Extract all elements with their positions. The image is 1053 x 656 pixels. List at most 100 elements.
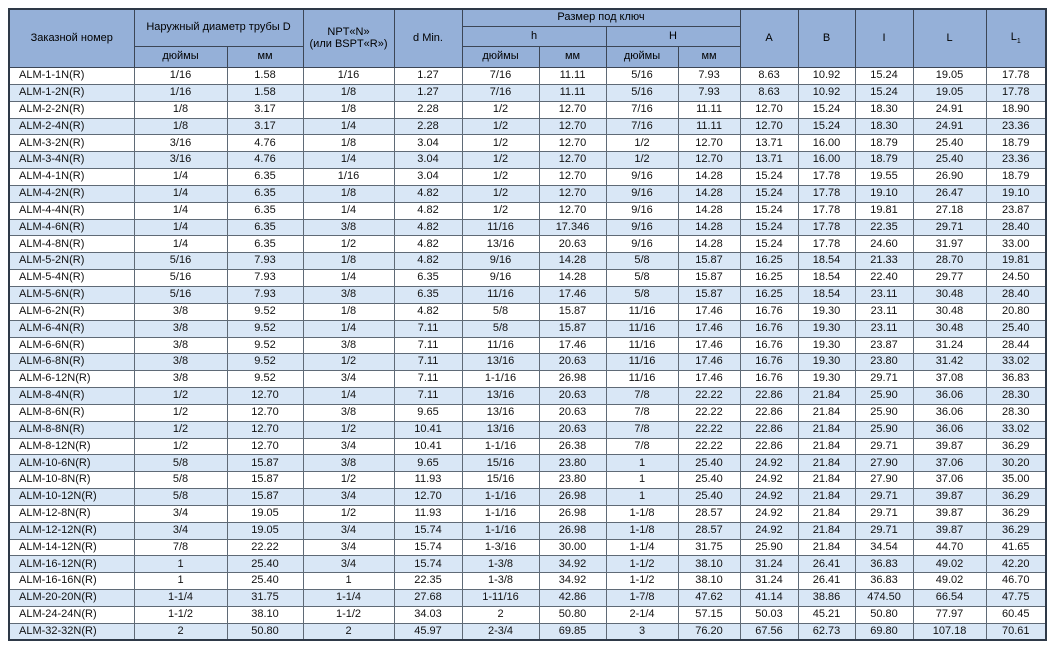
cell-i: 19.10: [854, 184, 914, 203]
cell-b: 21.84: [797, 521, 856, 540]
table-header: Заказной номер Наружный диаметр трубы D …: [8, 8, 1047, 68]
cell-l1: 46.70: [985, 572, 1047, 591]
cell-h-inches: 1-1/16: [461, 370, 540, 389]
cell-h-mm: 15.87: [538, 319, 607, 338]
cell-od-mm: 25.40: [226, 572, 304, 591]
cell-npt: 1/2: [302, 235, 395, 254]
cell-cap-h-inches: 1-1/2: [605, 572, 679, 591]
cell-cap-h-inches: 9/16: [605, 218, 679, 237]
cell-b: 10.92: [797, 67, 856, 85]
cell-order-number: ALM-20-20N(R): [8, 589, 135, 607]
cell-h-inches: 11/16: [461, 336, 540, 355]
cell-od-mm: 4.76: [226, 151, 304, 170]
cell-h-inches: 13/16: [461, 403, 540, 422]
cell-i: 18.79: [854, 134, 914, 153]
cell-a: 15.24: [739, 184, 799, 203]
cell-l1: 28.44: [985, 336, 1047, 355]
cell-l1: 17.78: [985, 67, 1047, 85]
cell-a: 24.92: [739, 488, 799, 506]
cell-h-inches: 5/8: [461, 319, 540, 338]
cell-b: 21.84: [797, 488, 856, 506]
table-row: ALM-8-12N(R) 1/2 12.70 3/4 10.41 1-1/16 26.38 7…: [8, 437, 1047, 456]
cell-cap-h-inches: 7/8: [605, 420, 679, 439]
cell-l1: 23.36: [985, 117, 1047, 136]
cell-od-mm: 9.52: [226, 319, 304, 338]
cell-l: 49.02: [912, 572, 987, 591]
cell-od-mm: 1.58: [226, 67, 304, 85]
header-d-min: d Min.: [393, 8, 463, 68]
cell-d-min: 7.11: [393, 387, 463, 405]
cell-l: 39.87: [912, 521, 987, 540]
cell-od-mm: 25.40: [226, 555, 304, 574]
table-body: ALM-1-1N(R) 1/16 1.58 1/16 1.27 7/16 11.11 5/16…: [8, 67, 1047, 641]
cell-order-number: ALM-10-6N(R): [8, 454, 135, 473]
header-col-l: L: [912, 8, 987, 68]
table-row: ALM-8-4N(R) 1/2 12.70 1/4 7.11 13/16 20.63 7/8 2…: [8, 387, 1047, 405]
cell-cap-h-inches: 9/16: [605, 201, 679, 220]
cell-d-min: 15.74: [393, 555, 463, 574]
cell-od-mm: 4.76: [226, 134, 304, 153]
cell-cap-h-mm: 22.22: [677, 420, 741, 439]
cell-l1: 28.40: [985, 285, 1047, 304]
cell-order-number: ALM-4-2N(R): [8, 184, 135, 203]
cell-cap-h-inches: 2-1/4: [605, 606, 679, 624]
cell-l: 39.87: [912, 504, 987, 523]
cell-order-number: ALM-6-8N(R): [8, 353, 135, 372]
cell-b: 21.84: [797, 538, 856, 557]
cell-od-inches: 1/2: [133, 437, 228, 456]
cell-h-inches: 7/16: [461, 67, 540, 85]
cell-cap-h-mm: 28.57: [677, 504, 741, 523]
cell-npt: 1/2: [302, 504, 395, 523]
cell-l: 24.91: [912, 100, 987, 119]
cell-order-number: ALM-32-32N(R): [8, 622, 135, 641]
cell-od-mm: 15.87: [226, 454, 304, 473]
cell-d-min: 9.65: [393, 403, 463, 422]
cell-d-min: 1.27: [393, 67, 463, 85]
cell-h-mm: 17.346: [538, 218, 607, 237]
cell-l1: 23.36: [985, 151, 1047, 170]
cell-a: 24.92: [739, 504, 799, 523]
cell-od-mm: 9.52: [226, 336, 304, 355]
cell-a: 67.56: [739, 622, 799, 641]
cell-i: 27.90: [854, 471, 914, 490]
table-row: ALM-6-2N(R) 3/8 9.52 1/8 4.82 5/8 15.87 11/16 17…: [8, 302, 1047, 321]
cell-order-number: ALM-6-2N(R): [8, 302, 135, 321]
cell-h-inches: 13/16: [461, 420, 540, 439]
cell-cap-h-mm: 14.28: [677, 168, 741, 186]
cell-h-mm: 20.63: [538, 403, 607, 422]
cell-od-inches: 1/16: [133, 67, 228, 85]
cell-l: 36.06: [912, 403, 987, 422]
cell-h-mm: 12.70: [538, 168, 607, 186]
cell-order-number: ALM-1-1N(R): [8, 67, 135, 85]
header-col-b: B: [797, 8, 856, 68]
cell-b: 19.30: [797, 370, 856, 389]
header-col-i: I: [854, 8, 914, 68]
cell-cap-h-inches: 1-7/8: [605, 589, 679, 607]
cell-h-mm: 17.46: [538, 336, 607, 355]
cell-h-mm: 26.98: [538, 504, 607, 523]
cell-a: 13.71: [739, 151, 799, 170]
table-row: ALM-12-12N(R) 3/4 19.05 3/4 15.74 1-1/16 26.98…: [8, 521, 1047, 540]
cell-i: 18.30: [854, 100, 914, 119]
cell-l1: 18.79: [985, 134, 1047, 153]
table-row: ALM-4-6N(R) 1/4 6.35 3/8 4.82 11/16 17.346 9/16…: [8, 218, 1047, 237]
table-row: ALM-8-8N(R) 1/2 12.70 1/2 10.41 13/16 20.63 7/8…: [8, 420, 1047, 439]
cell-h-mm: 34.92: [538, 572, 607, 591]
cell-b: 21.84: [797, 504, 856, 523]
cell-h-inches: 15/16: [461, 471, 540, 490]
table-row: ALM-10-6N(R) 5/8 15.87 3/8 9.65 15/16 23.80 1 25…: [8, 454, 1047, 473]
cell-od-inches: 1/8: [133, 100, 228, 119]
cell-od-mm: 7.93: [226, 285, 304, 304]
cell-cap-h-mm: 12.70: [677, 151, 741, 170]
cell-h-inches: 1/2: [461, 201, 540, 220]
cell-l: 31.24: [912, 336, 987, 355]
cell-i: 23.11: [854, 319, 914, 338]
cell-cap-h-inches: 7/8: [605, 387, 679, 405]
cell-h-inches: 1-1/16: [461, 437, 540, 456]
cell-i: 24.60: [854, 235, 914, 254]
cell-l1: 28.40: [985, 218, 1047, 237]
cell-d-min: 7.11: [393, 370, 463, 389]
cell-od-inches: 3/8: [133, 302, 228, 321]
cell-od-inches: 1: [133, 555, 228, 574]
cell-h-inches: 1-3/8: [461, 555, 540, 574]
